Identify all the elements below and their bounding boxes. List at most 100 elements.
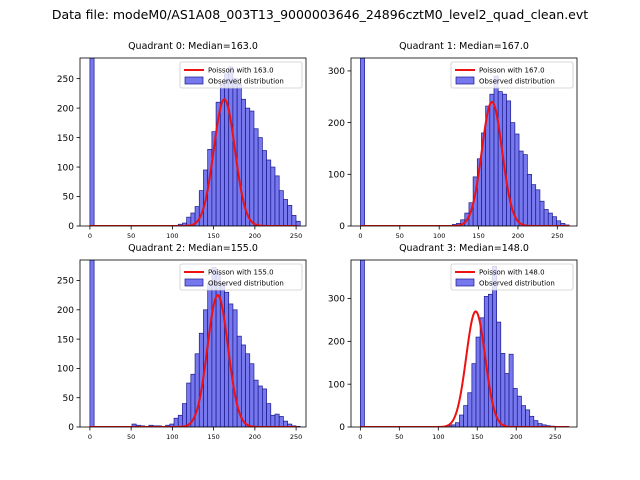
histogram-bar [360,58,365,226]
histogram-bar [177,414,183,427]
histogram-bar [186,382,192,427]
x-tick-label: 250 [549,433,561,441]
histogram-bar [182,403,188,427]
y-tick-label: 150 [57,134,74,144]
histogram-bar [497,91,503,226]
x-tick-label: 200 [510,433,522,441]
histogram-bar [475,336,481,427]
y-tick-label: 100 [57,163,74,173]
histogram-bar [543,209,549,226]
histogram-bar [525,409,531,427]
histogram-bar [496,321,502,427]
x-tick-label: 150 [471,433,483,441]
legend-label-poisson: Poisson with 155.0 [208,269,274,277]
histogram-bar [236,84,242,226]
histogram-bar [518,150,524,226]
y-tick-label: 0 [68,222,74,232]
subplot-quadrant-0: Quadrant 0: Median=163.0 0 50 100 150 200 250 0… [57,41,307,240]
histogram-bar [228,66,234,226]
x-tick-label: 150 [207,433,219,441]
legend-box [450,263,574,291]
histogram-bar [489,93,495,226]
y-tick-label: 100 [328,380,345,390]
axes-frame [79,259,307,428]
histogram-bar [539,200,545,226]
x-tick-label: 50 [127,232,135,240]
histogram-bar [535,189,541,226]
legend: Poisson with 163.0 Observed distribution [179,61,303,89]
x-tick-label: 150 [472,232,484,240]
x-tick-label: 50 [396,232,404,240]
legend-label-poisson: Poisson with 148.0 [479,269,545,277]
y-tick-label: 200 [328,338,345,348]
plot-area [360,58,570,226]
histogram-bar [249,363,255,427]
histogram-bar [270,414,276,427]
x-tick-label: 150 [207,232,219,240]
y-tick-label: 100 [328,171,345,181]
x-tick-label: 50 [127,433,135,441]
axes-frame [350,259,578,428]
legend: Poisson with 167.0 Observed distribution [450,61,574,89]
y-tick-label: 200 [57,104,74,114]
histogram-bar [531,184,537,226]
x-tick-label: 0 [88,433,92,441]
legend-box [179,263,303,291]
histogram-bar [504,373,510,427]
x-tick-label: 200 [249,232,261,240]
legend-bar-swatch [455,278,475,287]
histogram-bar [459,414,464,427]
histogram-bar [552,216,557,226]
histogram-bar [89,260,95,427]
histogram-bar [253,379,259,427]
histogram-bar [262,150,267,226]
legend-bar-swatch [455,76,475,85]
x-tick-label: 100 [166,232,178,240]
axes-frame [350,57,578,227]
histogram-bar [270,166,276,226]
subplot-title: Quadrant 1: Median=167.0 [399,41,529,52]
x-tick-label: 250 [290,433,302,441]
histogram-bar [278,190,284,226]
histogram-bar [278,416,284,427]
histogram-bar [211,267,217,427]
histogram-bar [471,363,477,427]
histogram-bar [283,199,288,226]
legend-box [179,61,303,89]
subplot-title: Quadrant 3: Median=148.0 [399,243,529,254]
histogram-bar [527,173,532,226]
histogram-bar [257,385,263,427]
figure-suptitle: Data file: modeM0/AS1A08_003T13_90000036… [51,7,589,22]
histogram-bar [291,215,297,226]
histogram-bar [516,395,522,427]
histogram-bar [455,422,460,427]
histogram-bar [488,293,493,427]
legend-bar-swatch [184,76,204,85]
histogram-bar [224,73,230,226]
legend-label-observed: Observed distribution [208,280,284,288]
y-tick-label: 300 [328,295,345,305]
subplot-quadrant-3: Quadrant 3: Median=148.0 0 50 100 150 200 250 0… [328,243,578,441]
legend-label-poisson: Poisson with 163.0 [208,67,274,75]
x-tick-label: 100 [432,433,444,441]
histogram-bar [506,100,512,226]
poisson-curve [360,310,570,427]
subplot-title: Quadrant 0: Median=163.0 [128,41,258,52]
y-tick-label: 0 [68,423,74,433]
x-tick-label: 50 [395,433,403,441]
histogram-bar [253,128,259,226]
subplot-quadrant-2: Quadrant 2: Median=155.0 0 50 100 150 200 250 0… [57,243,307,441]
y-tick-label: 50 [63,193,75,203]
plot-area [89,260,301,427]
histogram-bar [173,417,179,427]
y-tick-label: 0 [339,222,345,232]
subplot-quadrant-1: Quadrant 1: Median=167.0 0 50 100 150 200 250 0… [328,41,578,240]
legend: Poisson with 155.0 Observed distribution [179,263,303,291]
x-tick-label: 100 [166,433,178,441]
histogram-bar [512,388,518,427]
histogram-bar [224,291,230,427]
histogram-bar [266,159,272,226]
y-tick-label: 200 [57,306,74,316]
legend-label-observed: Observed distribution [479,78,555,86]
